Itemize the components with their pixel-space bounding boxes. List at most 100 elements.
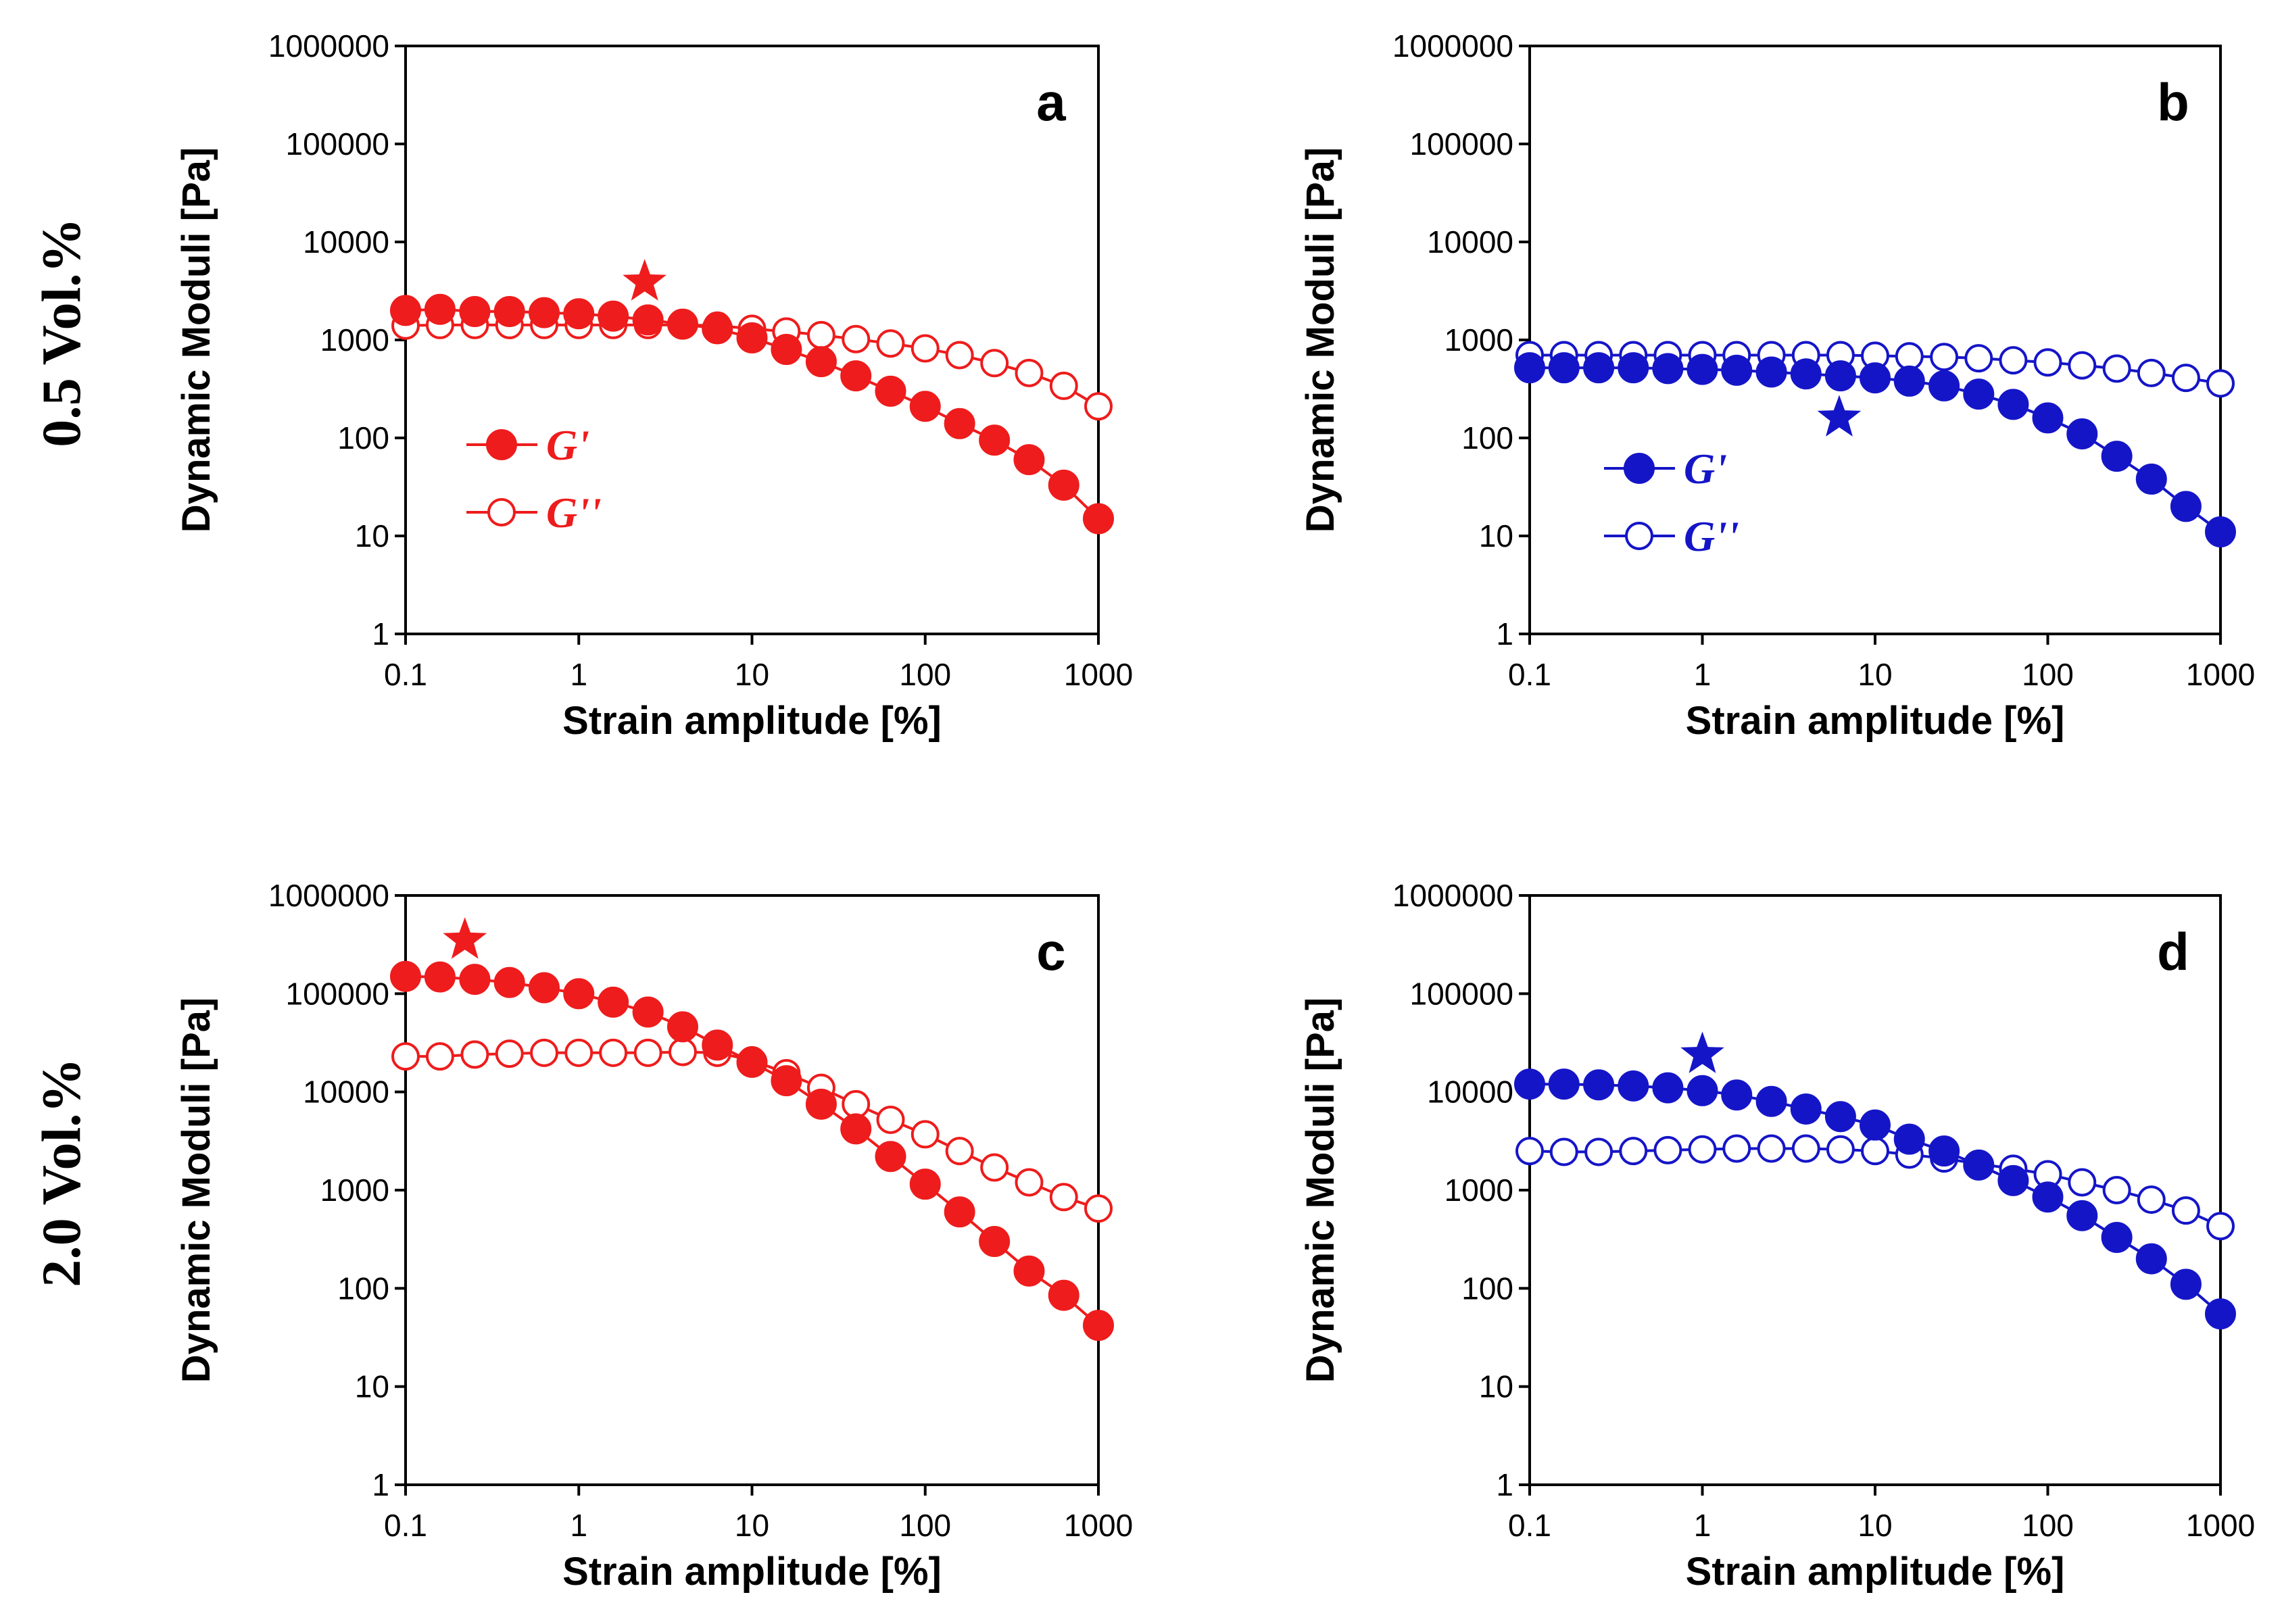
data-point-filled <box>1618 352 1649 384</box>
data-point-filled <box>1652 1072 1684 1104</box>
data-point-filled <box>2205 516 2236 547</box>
data-point-filled <box>1928 1135 1960 1167</box>
data-point-filled <box>632 304 664 336</box>
data-point-filled <box>1583 1069 1615 1101</box>
data-point-filled <box>805 346 837 378</box>
x-tick-label: 100 <box>899 1508 951 1543</box>
data-point-filled <box>390 960 421 992</box>
data-point-filled <box>875 1141 906 1173</box>
y-tick-label: 10 <box>1479 1369 1513 1404</box>
data-point-filled <box>944 1196 975 1228</box>
x-tick-label: 0.1 <box>384 1508 427 1543</box>
data-point-filled <box>598 300 629 332</box>
x-tick-label: 1000 <box>2186 1508 2255 1543</box>
data-point-filled <box>1963 378 1995 410</box>
data-point-filled <box>1013 444 1045 476</box>
data-point-filled <box>979 1225 1011 1257</box>
series-g-prime <box>1514 352 2236 547</box>
data-point-filled <box>1013 1255 1045 1287</box>
data-point-filled <box>1721 1079 1753 1111</box>
data-point-open <box>980 349 1009 378</box>
data-point-filled <box>666 308 698 340</box>
data-point-filled <box>1997 1164 2029 1196</box>
data-point-filled <box>2032 1181 2064 1213</box>
legend: G' G'' <box>1604 445 1739 560</box>
data-point-open <box>1999 346 2028 375</box>
data-point-open <box>1084 392 1113 421</box>
legend-label: G'' <box>1684 512 1739 560</box>
data-point-open <box>1722 1134 1751 1163</box>
y-tick-label: 10 <box>355 1369 389 1404</box>
data-point-filled <box>1652 353 1684 385</box>
data-point-filled <box>459 964 491 995</box>
y-tick-label: 100 <box>337 1271 389 1306</box>
data-point-open <box>1049 371 1078 400</box>
data-point-filled <box>1514 352 1545 384</box>
data-point-open <box>668 1037 697 1066</box>
x-axis-label: Strain amplitude [%] <box>562 699 942 743</box>
data-point-filled <box>424 961 456 993</box>
y-tick-label: 1000000 <box>268 28 389 64</box>
y-tick-label: 100000 <box>1410 126 1514 162</box>
data-point-open <box>391 1042 420 1071</box>
x-axis-label: Strain amplitude [%] <box>1686 699 2065 743</box>
data-point-filled <box>840 1113 872 1145</box>
data-point-filled <box>2205 1298 2236 1330</box>
y-axis-label: Dynamic Moduli [Pa] <box>1298 147 1342 533</box>
data-point-open <box>2171 364 2200 393</box>
data-point-filled <box>702 313 733 345</box>
data-point-filled <box>529 297 560 328</box>
x-axis-label: Strain amplitude [%] <box>562 1550 942 1594</box>
series-g-prime <box>390 293 1114 535</box>
data-point-open <box>1515 1137 1544 1166</box>
data-point-filled <box>875 375 906 407</box>
data-point-filled <box>2066 1200 2098 1231</box>
data-point-filled <box>493 966 525 998</box>
x-tick-label: 10 <box>735 657 769 692</box>
x-tick-label: 0.1 <box>1508 657 1551 692</box>
panel-letter-a: a <box>1036 72 1066 132</box>
x-tick-label: 1 <box>1694 1508 1712 1543</box>
data-point-open <box>564 1038 593 1067</box>
x-tick-label: 1000 <box>2186 657 2255 692</box>
data-point-filled <box>2135 1243 2167 1275</box>
data-point-filled <box>459 295 491 327</box>
data-point-filled <box>2101 1221 2133 1253</box>
x-tick-label: 100 <box>2022 1508 2074 1543</box>
data-point-filled <box>1963 1149 1995 1181</box>
y-tick-label: 1000 <box>320 1173 389 1208</box>
data-point-open <box>1861 1137 1889 1166</box>
data-point-open <box>2171 1196 2200 1225</box>
data-point-filled <box>1083 1310 1114 1342</box>
data-point-open <box>2102 1176 2131 1204</box>
data-point-filled <box>563 978 595 1010</box>
data-point-filled <box>805 1088 837 1120</box>
data-point-filled <box>2066 418 2098 449</box>
panel-letter-c: c <box>1036 922 1065 981</box>
data-point-filled <box>909 391 941 422</box>
y-tick-label: 1000000 <box>1392 28 1513 64</box>
star-marker <box>623 259 666 301</box>
star-marker <box>1817 395 1862 437</box>
legend-label: G'' <box>546 489 602 537</box>
x-tick-label: 1000 <box>1064 1508 1133 1543</box>
row-label-top: 0.5 Vol.% <box>30 218 92 447</box>
data-point-open <box>876 329 905 358</box>
data-point-open <box>1584 1137 1613 1166</box>
x-tick-label: 0.1 <box>384 657 427 692</box>
data-point-filled <box>1928 370 1960 401</box>
legend-marker-filled <box>486 429 517 460</box>
data-point-filled <box>1824 1101 1856 1133</box>
x-tick-label: 1 <box>570 1508 587 1543</box>
y-tick-label: 1000 <box>320 322 389 358</box>
panel-letter-d: d <box>2157 922 2189 981</box>
data-point-filled <box>2170 491 2202 522</box>
data-point-open <box>1049 1183 1078 1212</box>
data-point-open <box>2068 1168 2097 1197</box>
series-line <box>405 975 1100 1327</box>
star-marker <box>443 917 487 959</box>
chart-panel-b: 1 10 100 1000 10000 100000 1000000 0.1 1 10 100 100… <box>1298 28 2255 743</box>
data-point-filled <box>1860 1109 1891 1141</box>
data-point-open <box>1757 1134 1786 1163</box>
data-point-filled <box>1997 389 2029 420</box>
